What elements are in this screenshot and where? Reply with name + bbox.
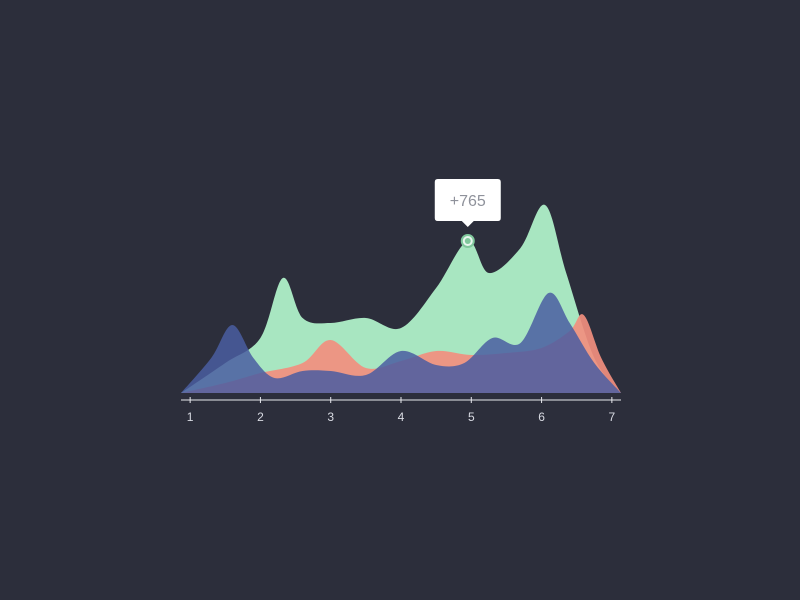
x-axis-ticks: 1 2 3 4 5 6 7 — [187, 397, 616, 424]
value-tooltip: +765 — [434, 179, 501, 227]
series-area-3 — [181, 292, 621, 393]
x-tick-label: 1 — [187, 410, 194, 424]
x-tick-label: 4 — [398, 410, 405, 424]
x-axis: 1 2 3 4 5 6 7 — [181, 397, 621, 424]
x-tick-label: 7 — [609, 410, 616, 424]
tooltip-box — [434, 179, 501, 227]
x-tick-label: 3 — [327, 410, 334, 424]
tooltip-value: +765 — [450, 193, 486, 210]
x-tick-label: 2 — [257, 410, 264, 424]
highlight-marker-center — [464, 238, 471, 244]
highlight-point[interactable]: +765 — [434, 179, 501, 248]
x-tick-label: 6 — [538, 410, 545, 424]
x-tick-label: 5 — [468, 410, 475, 424]
series-areas — [181, 204, 621, 393]
